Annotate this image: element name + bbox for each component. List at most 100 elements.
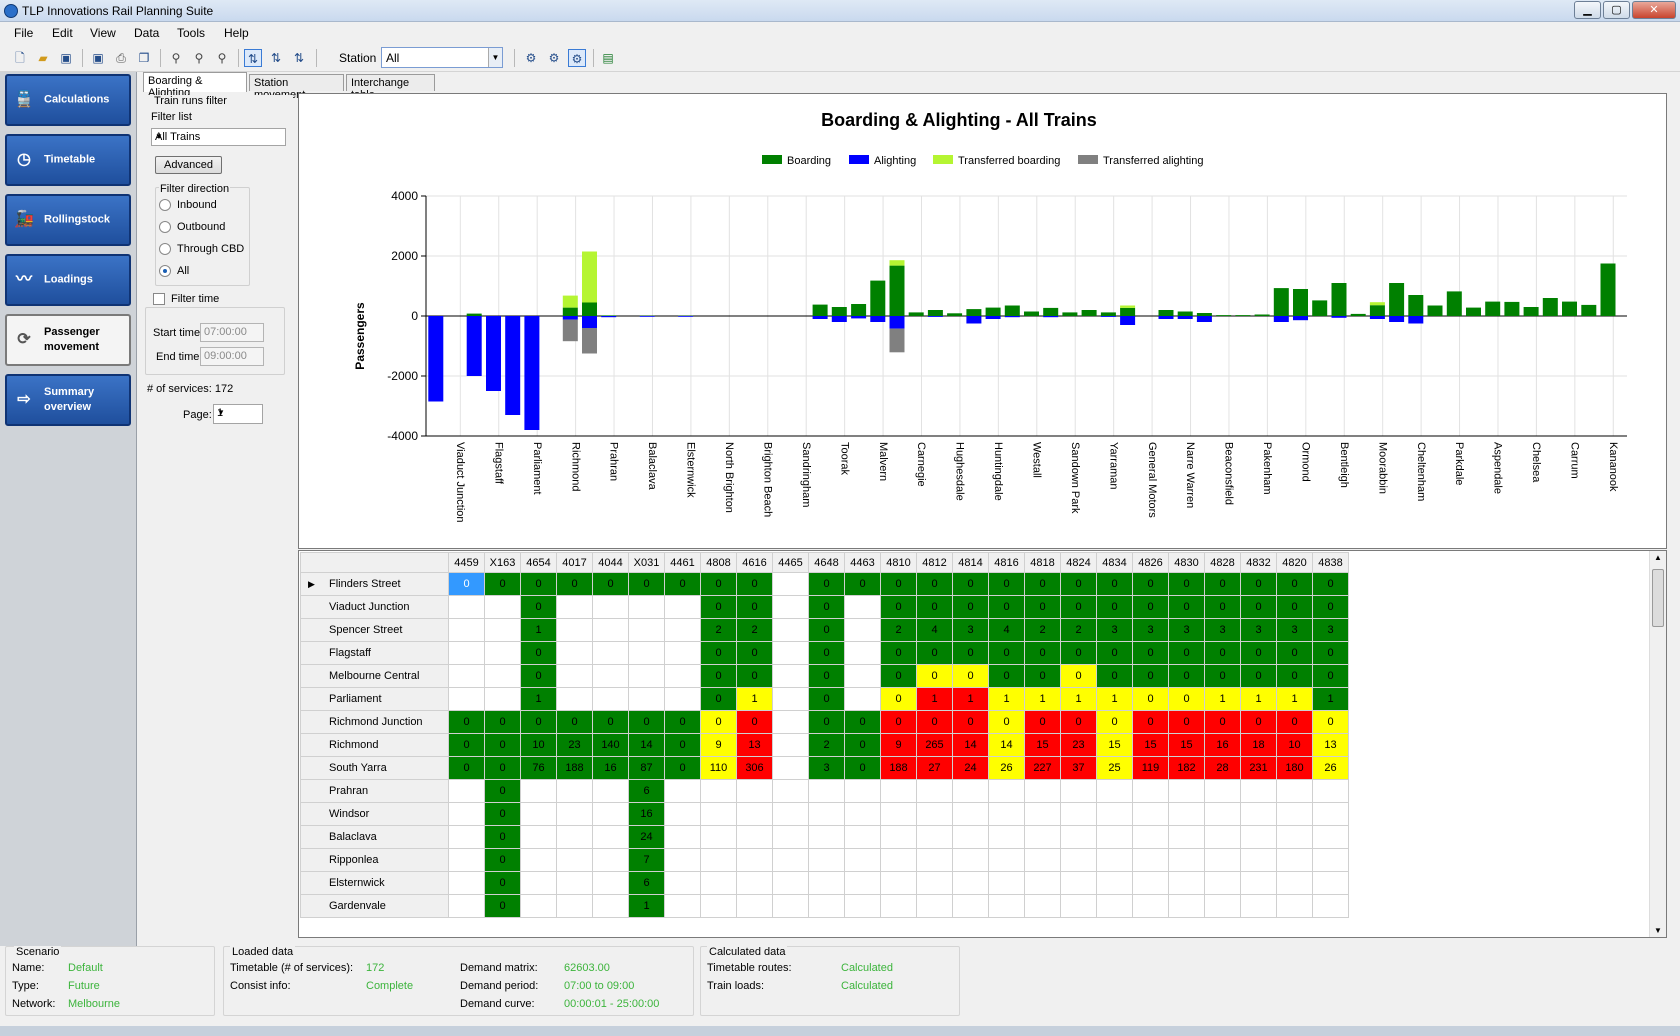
table-row[interactable]: Parliament 1 0 1 0 0 1 1 1 1 1 1 0 0 1 1 1 1 — [300, 687, 1349, 711]
grid-cell[interactable] — [1132, 871, 1169, 895]
grid-cell[interactable]: 0 — [808, 664, 845, 688]
grid-cell[interactable] — [1276, 802, 1313, 826]
grid-cell[interactable]: 0 — [1168, 664, 1205, 688]
grid-cell[interactable]: 3 — [1312, 618, 1349, 642]
grid-cell[interactable]: 23 — [556, 733, 593, 757]
grid-cell[interactable] — [664, 848, 701, 872]
grid-cell[interactable]: 0 — [988, 664, 1025, 688]
grid-cell[interactable] — [736, 779, 773, 803]
grid-cell[interactable] — [1276, 825, 1313, 849]
grid-cell[interactable] — [556, 664, 593, 688]
remove-station-icon[interactable]: ⇅ — [293, 51, 305, 65]
column-header[interactable]: 4816 — [988, 552, 1025, 573]
grid-cell[interactable] — [736, 825, 773, 849]
grid-cell[interactable]: 3 — [1204, 618, 1241, 642]
column-header[interactable]: 4834 — [1096, 552, 1133, 573]
grid-cell[interactable]: 0 — [1060, 710, 1097, 734]
grid-cell[interactable] — [916, 894, 953, 918]
grid-cell[interactable]: 0 — [448, 756, 485, 780]
grid-cell[interactable]: 3 — [1096, 618, 1133, 642]
column-header[interactable]: 4808 — [700, 552, 737, 573]
column-header[interactable]: X163 — [484, 552, 521, 573]
grid-cell[interactable] — [1312, 871, 1349, 895]
export-excel-icon[interactable]: ▤ — [602, 51, 614, 65]
grid-cell[interactable] — [844, 595, 881, 619]
zoom-in-icon[interactable]: ⚲ — [194, 51, 204, 65]
grid-cell[interactable]: 0 — [1204, 710, 1241, 734]
grid-cell[interactable]: 0 — [916, 664, 953, 688]
grid-cell[interactable] — [700, 802, 737, 826]
grid-cell[interactable]: 0 — [1096, 710, 1133, 734]
grid-cell[interactable]: 18 — [1240, 733, 1277, 757]
table-row[interactable]: Balaclava 0 24 — [300, 825, 1349, 849]
grid-cell[interactable]: 0 — [988, 641, 1025, 665]
grid-cell[interactable] — [1276, 871, 1313, 895]
grid-cell[interactable]: 24 — [628, 825, 665, 849]
grid-cell[interactable]: 1 — [916, 687, 953, 711]
grid-cell[interactable]: 4 — [916, 618, 953, 642]
grid-cell[interactable] — [772, 618, 809, 642]
grid-cell[interactable]: 0 — [1168, 641, 1205, 665]
grid-cell[interactable] — [808, 802, 845, 826]
grid-cell[interactable] — [1132, 802, 1169, 826]
grid-cell[interactable]: 0 — [1240, 595, 1277, 619]
grid-cell[interactable]: 0 — [988, 572, 1025, 596]
grid-cell[interactable]: 10 — [1276, 733, 1313, 757]
advanced-button[interactable]: Advanced — [155, 156, 222, 174]
grid-cell[interactable] — [700, 825, 737, 849]
grid-cell[interactable]: 0 — [916, 572, 953, 596]
grid-cell[interactable]: 23 — [1060, 733, 1097, 757]
grid-cell[interactable]: 15 — [1096, 733, 1133, 757]
open-folder-icon[interactable]: ▰ — [38, 51, 48, 65]
grid-cell[interactable]: 0 — [448, 572, 485, 596]
grid-cell[interactable] — [952, 779, 989, 803]
save-icon[interactable]: ▣ — [60, 51, 72, 65]
grid-cell[interactable]: 0 — [628, 710, 665, 734]
grid-cell[interactable]: 0 — [700, 710, 737, 734]
minimize-button[interactable]: ▁ — [1574, 1, 1601, 19]
grid-cell[interactable] — [448, 871, 485, 895]
add-station-icon[interactable]: ⇅ — [270, 51, 282, 65]
grid-cell[interactable]: 3 — [1240, 618, 1277, 642]
grid-cell[interactable]: 0 — [880, 664, 917, 688]
table-row[interactable]: Melbourne Central 0 0 0 0 0 0 0 0 0 0 0 0 0 0 0 0 0 — [300, 664, 1349, 688]
grid-cell[interactable]: 119 — [1132, 756, 1169, 780]
grid-cell[interactable] — [736, 894, 773, 918]
grid-cell[interactable]: 24 — [952, 756, 989, 780]
grid-cell[interactable] — [1276, 848, 1313, 872]
grid-cell[interactable] — [520, 894, 557, 918]
run-all-icon[interactable]: ⚙ — [568, 49, 586, 67]
grid-cell[interactable] — [592, 871, 629, 895]
grid-cell[interactable] — [1024, 779, 1061, 803]
grid-cell[interactable]: 14 — [952, 733, 989, 757]
grid-cell[interactable] — [1312, 802, 1349, 826]
grid-cell[interactable]: 26 — [988, 756, 1025, 780]
grid-cell[interactable] — [1312, 848, 1349, 872]
grid-cell[interactable]: 2 — [1060, 618, 1097, 642]
grid-cell[interactable] — [808, 871, 845, 895]
grid-cell[interactable] — [664, 779, 701, 803]
grid-cell[interactable] — [952, 871, 989, 895]
grid-cell[interactable]: 0 — [1024, 664, 1061, 688]
grid-cell[interactable] — [772, 756, 809, 780]
tab-station-movement[interactable]: Station movement — [249, 74, 344, 101]
grid-cell[interactable] — [1060, 802, 1097, 826]
grid-cell[interactable] — [1240, 802, 1277, 826]
grid-cell[interactable] — [1312, 779, 1349, 803]
grid-cell[interactable]: 0 — [808, 710, 845, 734]
grid-cell[interactable] — [700, 848, 737, 872]
grid-cell[interactable]: 0 — [1060, 572, 1097, 596]
grid-cell[interactable]: 0 — [916, 595, 953, 619]
grid-cell[interactable] — [1060, 894, 1097, 918]
grid-cell[interactable] — [1240, 779, 1277, 803]
grid-cell[interactable]: 0 — [664, 733, 701, 757]
start-time-field[interactable]: 07:00:00 — [200, 323, 264, 342]
radio-all[interactable] — [159, 265, 171, 277]
grid-cell[interactable]: 3 — [1132, 618, 1169, 642]
grid-cell[interactable]: 1 — [736, 687, 773, 711]
grid-cell[interactable]: 14 — [628, 733, 665, 757]
menu-help[interactable]: Help — [224, 26, 249, 40]
grid-cell[interactable]: 0 — [520, 710, 557, 734]
grid-cell[interactable]: 0 — [880, 710, 917, 734]
grid-cell[interactable]: 0 — [1096, 641, 1133, 665]
